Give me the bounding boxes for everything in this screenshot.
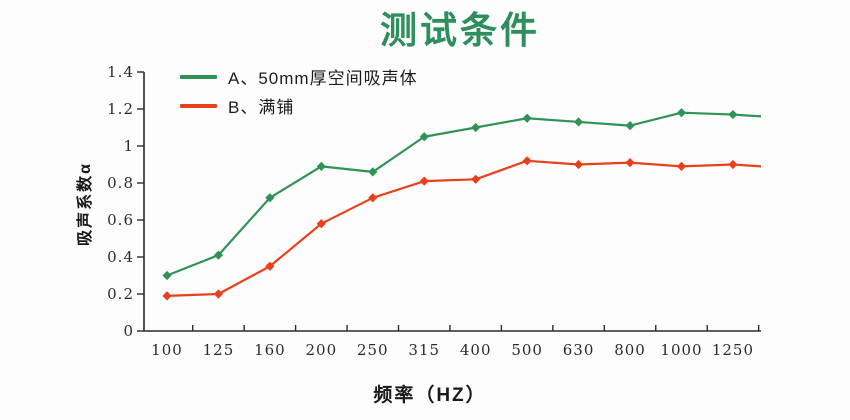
data-point-series-b (316, 219, 326, 229)
data-point-series-a (213, 250, 224, 260)
data-point-series-b (419, 176, 429, 186)
y-tick-label: 1 (123, 137, 134, 155)
x-tick-label: 630 (563, 341, 595, 359)
series-line-a (166, 111, 762, 277)
y-tick-label: 1.4 (107, 63, 134, 81)
x-tick-label: 160 (254, 341, 286, 359)
data-point-series-a (162, 270, 172, 281)
y-tick-label: 0 (123, 322, 134, 340)
data-point-series-b (574, 159, 584, 170)
x-tick-label: 1000 (660, 341, 702, 359)
data-point-series-a (574, 117, 584, 127)
x-tick-label: 1250 (712, 341, 754, 359)
data-point-series-a (419, 132, 429, 142)
y-tick-label: 0.4 (107, 248, 134, 266)
y-tick-label: 1.2 (107, 100, 134, 118)
y-tick-label: 0.6 (107, 211, 134, 229)
data-point-series-b (471, 174, 481, 184)
data-point-series-a (316, 161, 326, 171)
series-line-b (166, 159, 762, 297)
page-title: 测试条件 (380, 10, 540, 51)
x-tick-label: 800 (614, 341, 646, 359)
legend-label-series-a: A、50mm厚空间吸声体 (228, 69, 418, 88)
y-tick-label: 0.2 (107, 285, 134, 303)
data-point-series-b (162, 291, 172, 301)
y-tick-label: 0.8 (107, 174, 134, 192)
x-axis-title: 频率（HZ） (373, 385, 487, 406)
data-point-series-b (728, 159, 738, 170)
data-point-series-a (368, 167, 378, 177)
data-point-series-a (471, 122, 481, 133)
data-point-series-a (625, 121, 635, 131)
data-point-series-b (368, 193, 378, 203)
data-point-series-b (676, 161, 687, 171)
x-tick-label: 200 (306, 341, 338, 359)
data-point-series-a (676, 108, 687, 118)
legend-item-series-a: A、50mm厚空间吸声体 (180, 62, 418, 91)
x-tick-label: 500 (511, 341, 543, 359)
data-point-series-b (522, 156, 532, 166)
x-tick-label: 125 (203, 341, 235, 359)
data-point-series-a (728, 109, 738, 120)
data-point-series-b (625, 158, 635, 168)
data-point-series-b (213, 289, 224, 299)
data-point-series-b (265, 261, 275, 271)
legend-swatch-series-a (180, 74, 217, 79)
data-point-series-a (265, 193, 275, 203)
x-tick-label: 250 (357, 341, 389, 359)
legend: A、50mm厚空间吸声体 B、满铺 (180, 62, 418, 120)
x-tick-label: 400 (460, 341, 492, 359)
data-point-series-a (522, 113, 532, 123)
axis-lines (143, 72, 761, 332)
legend-item-series-b: B、满铺 (180, 91, 418, 120)
legend-label-series-b: B、满铺 (228, 98, 295, 117)
x-tick-label: 100 (151, 341, 183, 359)
legend-swatch-series-b (180, 103, 217, 108)
x-tick-label: 315 (408, 341, 440, 359)
